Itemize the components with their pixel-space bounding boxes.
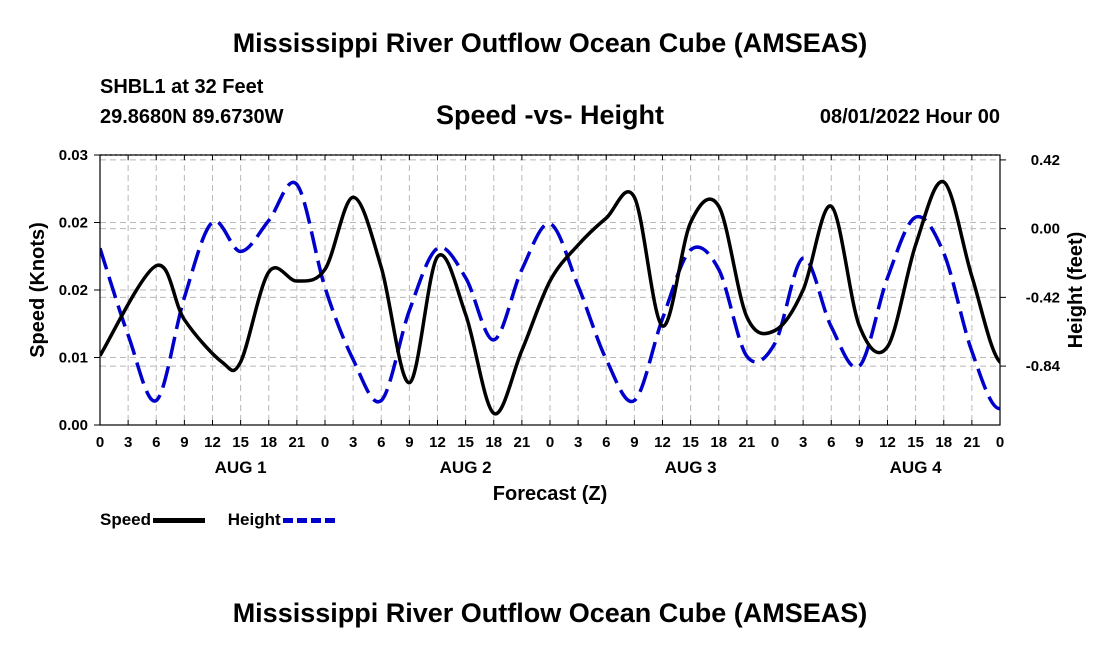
- legend-speed-label: Speed: [100, 510, 152, 529]
- footer-title: Mississippi River Outflow Ocean Cube (AM…: [232, 598, 868, 628]
- x-tick-label: 6: [152, 434, 160, 451]
- x-tick-label: 21: [289, 434, 306, 451]
- y2-tick-label: -0.84: [1026, 358, 1061, 375]
- day-label: AUG 4: [890, 458, 943, 477]
- x-tick-label: 21: [964, 434, 981, 451]
- y-tick-label: 0.01: [59, 350, 88, 367]
- x-tick-label: 6: [827, 434, 835, 451]
- x-tick-label: 3: [574, 434, 582, 451]
- day-label: AUG 1: [215, 458, 267, 477]
- x-tick-label: 18: [260, 434, 277, 451]
- main-title: Mississippi River Outflow Ocean Cube (AM…: [232, 28, 868, 58]
- y-tick-label: 0.03: [59, 147, 88, 164]
- x-tick-label: 0: [321, 434, 329, 451]
- x-tick-label: 21: [514, 434, 531, 451]
- y2-tick-label: 0.42: [1031, 152, 1060, 169]
- x-tick-label: 9: [630, 434, 638, 451]
- x-tick-label: 15: [232, 434, 249, 451]
- x-tick-label: 9: [180, 434, 188, 451]
- x-tick-label: 12: [204, 434, 221, 451]
- y-tick-label: 0.02: [59, 282, 88, 299]
- x-tick-label: 12: [879, 434, 896, 451]
- x-tick-label: 6: [602, 434, 610, 451]
- x-tick-label: 15: [457, 434, 474, 451]
- series-layer: [100, 180, 1000, 416]
- x-tick-label: 3: [124, 434, 132, 451]
- grid-layer: [100, 155, 1000, 425]
- x-tick-label: 0: [546, 434, 554, 451]
- x-tick-label: 12: [429, 434, 446, 451]
- x-tick-label: 9: [855, 434, 863, 451]
- x-axis-label: Forecast (Z): [493, 483, 607, 505]
- day-label: AUG 2: [440, 458, 492, 477]
- x-tick-label: 0: [996, 434, 1004, 451]
- station-label: SHBL1 at 32 Feet: [100, 76, 264, 98]
- legend-item-speed: Speed: [100, 510, 206, 530]
- y2-axis-label: Height (feet): [1065, 232, 1087, 349]
- x-tick-label: 3: [349, 434, 357, 451]
- x-tick-label: 18: [935, 434, 952, 451]
- x-tick-label: 15: [682, 434, 699, 451]
- legend-height-label: Height: [227, 510, 281, 529]
- y-tick-label: 0.00: [59, 417, 88, 434]
- x-tick-label: 18: [485, 434, 502, 451]
- station-coordinates: 29.8680N 89.6730W: [100, 106, 284, 128]
- x-tick-label: 9: [405, 434, 413, 451]
- series-speed-line: [100, 180, 1000, 416]
- legend-speed-swatch: [153, 517, 206, 523]
- y-tick-label: 0.02: [59, 215, 88, 232]
- x-tick-label: 18: [710, 434, 727, 451]
- legend: Speed Height: [100, 510, 353, 530]
- series-height-line: [100, 180, 1000, 411]
- forecast-datetime: 08/01/2022 Hour 00: [819, 106, 1000, 128]
- x-tick-label: 0: [96, 434, 104, 451]
- y-axis-label: Speed (Knots): [27, 222, 49, 358]
- x-tick-label: 3: [799, 434, 807, 451]
- x-tick-label: 0: [771, 434, 779, 451]
- legend-item-height: Height: [228, 510, 335, 530]
- x-tick-label: 12: [654, 434, 671, 451]
- x-tick-label: 21: [739, 434, 756, 451]
- x-tick-label: 15: [907, 434, 924, 451]
- x-tick-label: 6: [377, 434, 385, 451]
- axis-layer: 0 3 6 9 12 15 18 21 0 3 6 9 12 15 18 21 0 3 6 9 12 15 18 21 0 3 6 9…: [59, 147, 1061, 477]
- y2-tick-label: 0.00: [1031, 221, 1060, 238]
- chart-subtitle: Speed -vs- Height: [435, 100, 665, 130]
- legend-height-swatch: [282, 517, 335, 523]
- day-label: AUG 3: [665, 458, 717, 477]
- y2-tick-label: -0.42: [1026, 289, 1060, 306]
